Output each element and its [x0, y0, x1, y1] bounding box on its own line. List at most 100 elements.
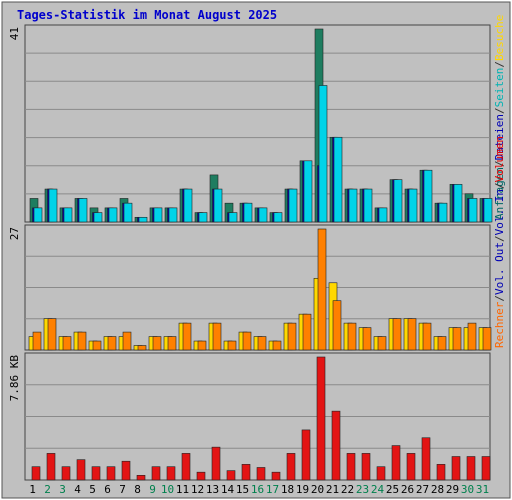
bar-seiten-day-3	[63, 207, 73, 223]
x-tick-day-25: 25	[386, 483, 399, 496]
x-tick-day-29: 29	[446, 483, 459, 496]
x-tick-day-2: 2	[44, 483, 51, 496]
right-legend-middle: Rechner/Vol. Out/Vol. In/Volumen	[493, 136, 506, 348]
x-tick-day-1: 1	[29, 483, 36, 496]
x-tick-day-30: 30	[461, 483, 474, 496]
bar-rechner-day-1	[32, 331, 42, 351]
x-tick-day-12: 12	[191, 483, 204, 496]
x-tick-day-11: 11	[176, 483, 189, 496]
x-tick-day-6: 6	[104, 483, 111, 496]
x-tick-day-13: 13	[206, 483, 219, 496]
bar-rechner-day-27	[422, 322, 432, 351]
bar-volumen-day-11	[181, 453, 191, 481]
x-tick-day-28: 28	[431, 483, 444, 496]
bar-volumen-day-12	[196, 471, 206, 481]
x-tick-day-26: 26	[401, 483, 414, 496]
bar-volumen-day-10	[166, 466, 176, 481]
x-tick-day-3: 3	[59, 483, 66, 496]
bar-rechner-day-22	[347, 322, 357, 351]
x-tick-day-24: 24	[371, 483, 385, 496]
bar-rechner-day-3	[62, 336, 72, 351]
bar-rechner-day-23	[362, 327, 372, 351]
bar-seiten-day-1	[33, 207, 43, 223]
x-tick-day-21: 21	[326, 483, 339, 496]
bar-seiten-day-16	[258, 207, 268, 223]
bar-rechner-day-2	[47, 318, 57, 351]
bar-volumen-day-18	[286, 453, 296, 481]
bar-rechner-day-6	[107, 336, 117, 351]
x-tick-day-20: 20	[311, 483, 324, 496]
legend-entry: Vol. In	[493, 189, 506, 235]
bar-seiten-day-17	[273, 212, 283, 223]
bar-volumen-day-9	[151, 466, 161, 481]
bar-seiten-day-26	[408, 188, 418, 223]
x-tick-day-14: 14	[221, 483, 235, 496]
bar-rechner-day-16	[257, 336, 267, 351]
bar-seiten-day-24	[378, 207, 388, 223]
bar-rechner-day-10	[167, 336, 177, 351]
panel-bottom: 7.86 KB	[8, 352, 491, 481]
bar-volumen-day-3	[61, 466, 71, 481]
bar-seiten-day-28	[438, 202, 448, 223]
bar-volumen-day-2	[46, 453, 56, 481]
legend-entry: Vol. Out	[493, 242, 506, 295]
bar-volumen-day-20	[316, 356, 326, 481]
bar-seiten-day-29	[453, 184, 463, 223]
bar-rechner-day-29	[452, 327, 462, 351]
bar-volumen-day-28	[436, 464, 446, 481]
bar-volumen-day-29	[451, 456, 461, 481]
bar-volumen-day-5	[91, 466, 101, 481]
bar-rechner-day-4	[77, 331, 87, 351]
bar-rechner-day-14	[227, 340, 237, 351]
bar-rechner-day-5	[92, 340, 102, 351]
bar-volumen-day-22	[346, 453, 356, 481]
bar-seiten-day-6	[108, 207, 118, 223]
bar-seiten-day-25	[393, 179, 403, 223]
bar-rechner-day-20	[317, 228, 327, 351]
bar-rechner-day-7	[122, 331, 132, 351]
bar-volumen-day-8	[136, 475, 146, 481]
bar-rechner-day-21	[332, 300, 342, 351]
bar-rechner-day-28	[437, 336, 447, 351]
bar-rechner-day-8	[137, 345, 147, 351]
x-tick-day-8: 8	[134, 483, 141, 496]
x-tick-day-7: 7	[119, 483, 126, 496]
bar-volumen-day-27	[421, 437, 431, 481]
y-max-label: 41	[8, 27, 21, 40]
chart-title: Tages-Statistik im Monat August 2025	[17, 8, 277, 22]
x-tick-day-27: 27	[416, 483, 429, 496]
bar-volumen-day-23	[361, 453, 371, 481]
legend-entry: Anfragen	[493, 167, 506, 220]
x-tick-day-18: 18	[281, 483, 294, 496]
legend-entry: Besuche	[493, 15, 506, 61]
bar-volumen-day-17	[271, 471, 281, 481]
bar-seiten-day-4	[78, 198, 88, 223]
bar-seiten-day-5	[93, 212, 103, 223]
bar-seiten-day-10	[168, 207, 178, 223]
x-tick-day-17: 17	[266, 483, 279, 496]
bar-volumen-day-6	[106, 466, 116, 481]
legend-entry: /	[493, 235, 506, 242]
bar-seiten-day-18	[288, 188, 298, 223]
bar-volumen-day-19	[301, 429, 311, 481]
bar-seiten-day-20	[318, 85, 328, 223]
bar-seiten-day-15	[243, 202, 253, 223]
legend-entry: /	[493, 107, 506, 114]
y-max-label: 7.86 KB	[8, 355, 21, 402]
bar-rechner-day-31	[482, 327, 492, 351]
bar-seiten-day-9	[153, 207, 163, 223]
x-tick-day-31: 31	[476, 483, 489, 496]
x-tick-day-9: 9	[149, 483, 156, 496]
x-tick-day-10: 10	[161, 483, 174, 496]
bar-volumen-day-4	[76, 459, 86, 481]
legend-entry: /	[493, 182, 506, 189]
bar-rechner-day-18	[287, 322, 297, 351]
x-tick-day-5: 5	[89, 483, 96, 496]
bar-rechner-day-17	[272, 340, 282, 351]
bar-rechner-day-26	[407, 318, 417, 351]
bar-seiten-day-12	[198, 212, 208, 223]
